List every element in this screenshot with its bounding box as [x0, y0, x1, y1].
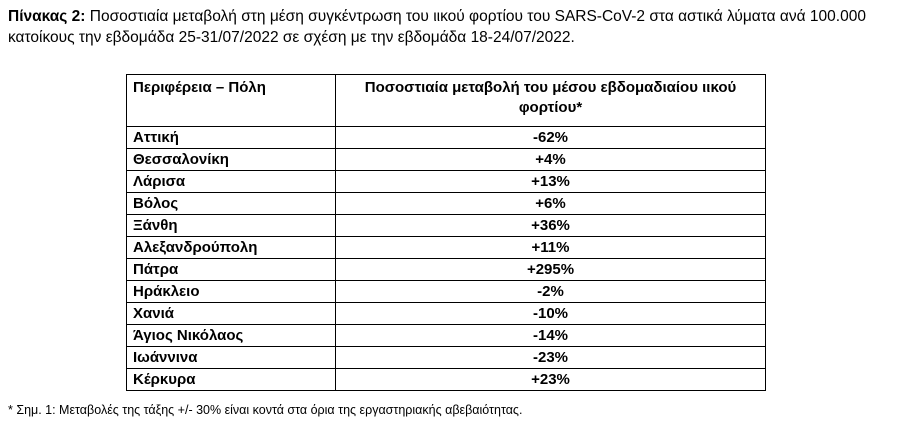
region-cell: Αττική [126, 126, 336, 149]
table-row: Χανιά -10% [126, 302, 766, 325]
header-change: Ποσοστιαία μεταβολή του μέσου εβδομαδιαί… [335, 74, 766, 127]
change-cell: +295% [335, 258, 766, 281]
region-cell: Πάτρα [126, 258, 336, 281]
change-cell: +36% [335, 214, 766, 237]
table-row: Βόλος +6% [126, 192, 766, 215]
footnote: * Σημ. 1: Μεταβολές της τάξης +/- 30% εί… [8, 403, 523, 417]
change-cell: -10% [335, 302, 766, 325]
table-row: Αλεξανδρούπολη +11% [126, 236, 766, 259]
change-cell: +23% [335, 368, 766, 391]
caption-text: Ποσοστιαία μεταβολή στη μέση συγκέντρωση… [8, 8, 866, 46]
change-cell: -62% [335, 126, 766, 149]
change-cell: -14% [335, 324, 766, 347]
table-row: Αττική -62% [126, 126, 766, 149]
change-cell: -23% [335, 346, 766, 369]
table-header-row: Περιφέρεια – Πόλη Ποσοστιαία μεταβολή το… [126, 74, 766, 127]
table-row: Θεσσαλονίκη +4% [126, 148, 766, 171]
change-table: Περιφέρεια – Πόλη Ποσοστιαία μεταβολή το… [126, 74, 766, 391]
region-cell: Ιωάννινα [126, 346, 336, 369]
change-cell: +13% [335, 170, 766, 193]
change-cell: -2% [335, 280, 766, 303]
table-row: Ξάνθη +36% [126, 214, 766, 237]
table-row: Άγιος Νικόλαος -14% [126, 324, 766, 347]
change-cell: +4% [335, 148, 766, 171]
change-cell: +11% [335, 236, 766, 259]
table-row: Λάρισα +13% [126, 170, 766, 193]
table-row: Κέρκυρα +23% [126, 368, 766, 391]
region-cell: Ηράκλειο [126, 280, 336, 303]
caption-label: Πίνακας 2: [8, 8, 86, 25]
region-cell: Θεσσαλονίκη [126, 148, 336, 171]
table-row: Πάτρα +295% [126, 258, 766, 281]
table-row: Ηράκλειο -2% [126, 280, 766, 303]
region-cell: Ξάνθη [126, 214, 336, 237]
region-cell: Άγιος Νικόλαος [126, 324, 336, 347]
table-row: Ιωάννινα -23% [126, 346, 766, 369]
table-caption: Πίνακας 2: Ποσοστιαία μεταβολή στη μέση … [8, 6, 892, 48]
header-region: Περιφέρεια – Πόλη [126, 74, 336, 127]
change-cell: +6% [335, 192, 766, 215]
region-cell: Λάρισα [126, 170, 336, 193]
region-cell: Χανιά [126, 302, 336, 325]
region-cell: Αλεξανδρούπολη [126, 236, 336, 259]
region-cell: Κέρκυρα [126, 368, 336, 391]
region-cell: Βόλος [126, 192, 336, 215]
